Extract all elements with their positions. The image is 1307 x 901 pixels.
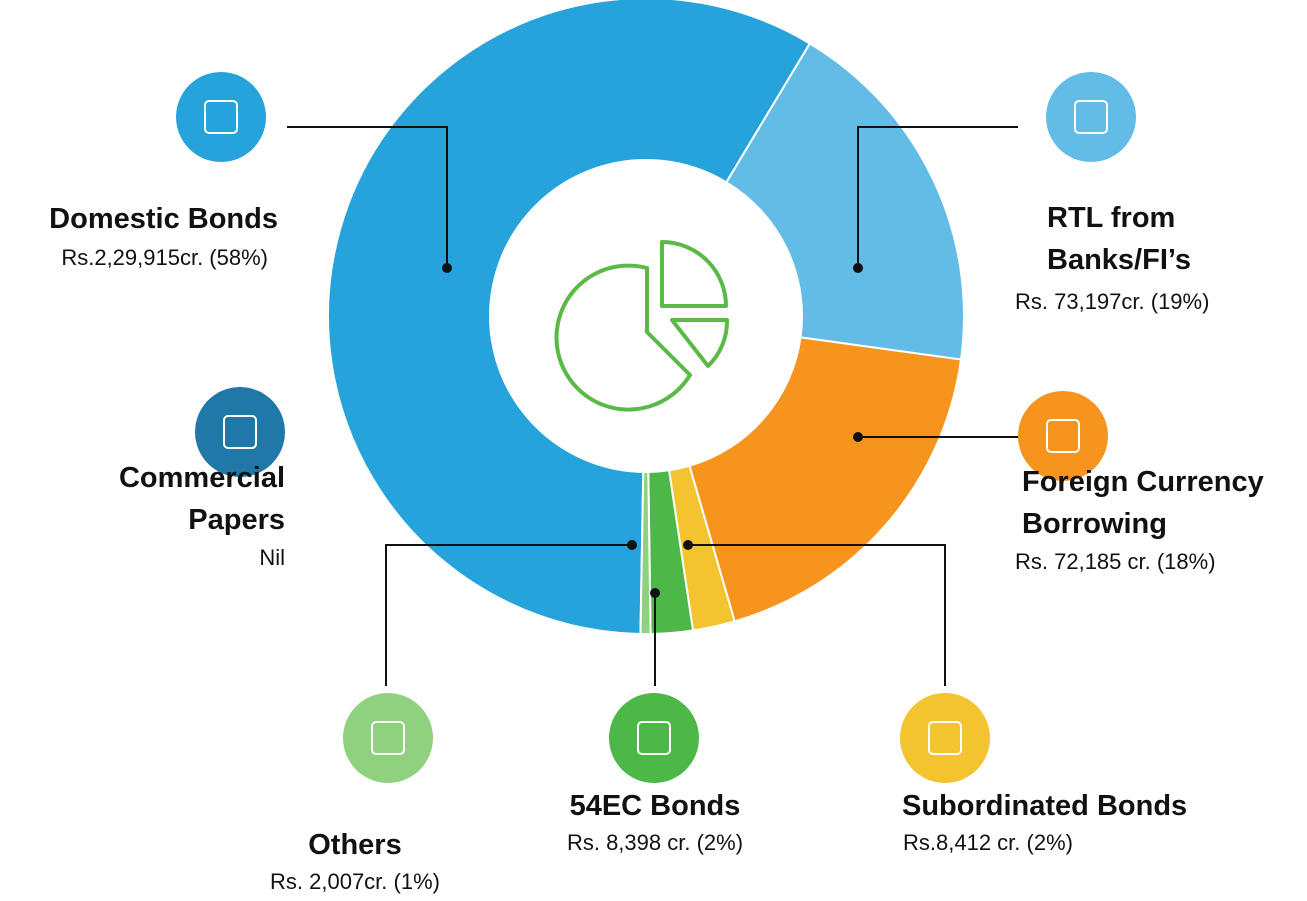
category-name: Subordinated Bonds bbox=[902, 790, 1188, 822]
value-label: Rs. 72,185 cr. (18%) bbox=[1015, 549, 1216, 574]
category-icon bbox=[176, 72, 266, 162]
donut-segment bbox=[688, 336, 963, 623]
donut-segment bbox=[327, 0, 812, 635]
category-icon bbox=[1018, 391, 1108, 481]
category-name: Foreign Currency Borrowing bbox=[1022, 466, 1264, 540]
icon-glyph bbox=[204, 100, 238, 134]
category-name: Domestic Bonds bbox=[49, 203, 278, 235]
value-label: Rs. 73,197cr. (19%) bbox=[1015, 289, 1210, 314]
category-icon bbox=[1046, 72, 1136, 162]
value-label: Rs. 2,007cr. (1%) bbox=[270, 869, 440, 894]
category-name: Commercial Papers bbox=[118, 462, 285, 536]
leader-dots bbox=[442, 263, 863, 598]
icon-glyph bbox=[637, 721, 671, 755]
icon-glyph bbox=[223, 415, 257, 449]
category-icon bbox=[609, 693, 699, 783]
value-label: Nil bbox=[259, 545, 285, 570]
value-label: Rs. 8,398 cr. (2%) bbox=[566, 830, 744, 855]
center-icon bbox=[554, 240, 730, 412]
category-name: RTL from Banks/FI’s bbox=[1047, 202, 1191, 276]
donut-segment bbox=[639, 470, 652, 635]
icon-glyph bbox=[1046, 419, 1080, 453]
leader-lines bbox=[287, 126, 1020, 686]
value-label: Rs.8,412 cr. (2%) bbox=[903, 830, 1073, 855]
category-icon bbox=[195, 387, 285, 477]
icon-glyph bbox=[928, 721, 962, 755]
icons bbox=[176, 72, 1136, 783]
donut-segment bbox=[725, 42, 965, 361]
value-label: Rs.2,29,915cr. (58%) bbox=[61, 245, 268, 270]
category-name: Others bbox=[308, 829, 402, 861]
icon-glyph bbox=[371, 721, 405, 755]
category-icon bbox=[343, 693, 433, 783]
category-name: 54EC Bonds bbox=[569, 790, 741, 822]
category-icon bbox=[900, 693, 990, 783]
icon-glyph bbox=[1074, 100, 1108, 134]
